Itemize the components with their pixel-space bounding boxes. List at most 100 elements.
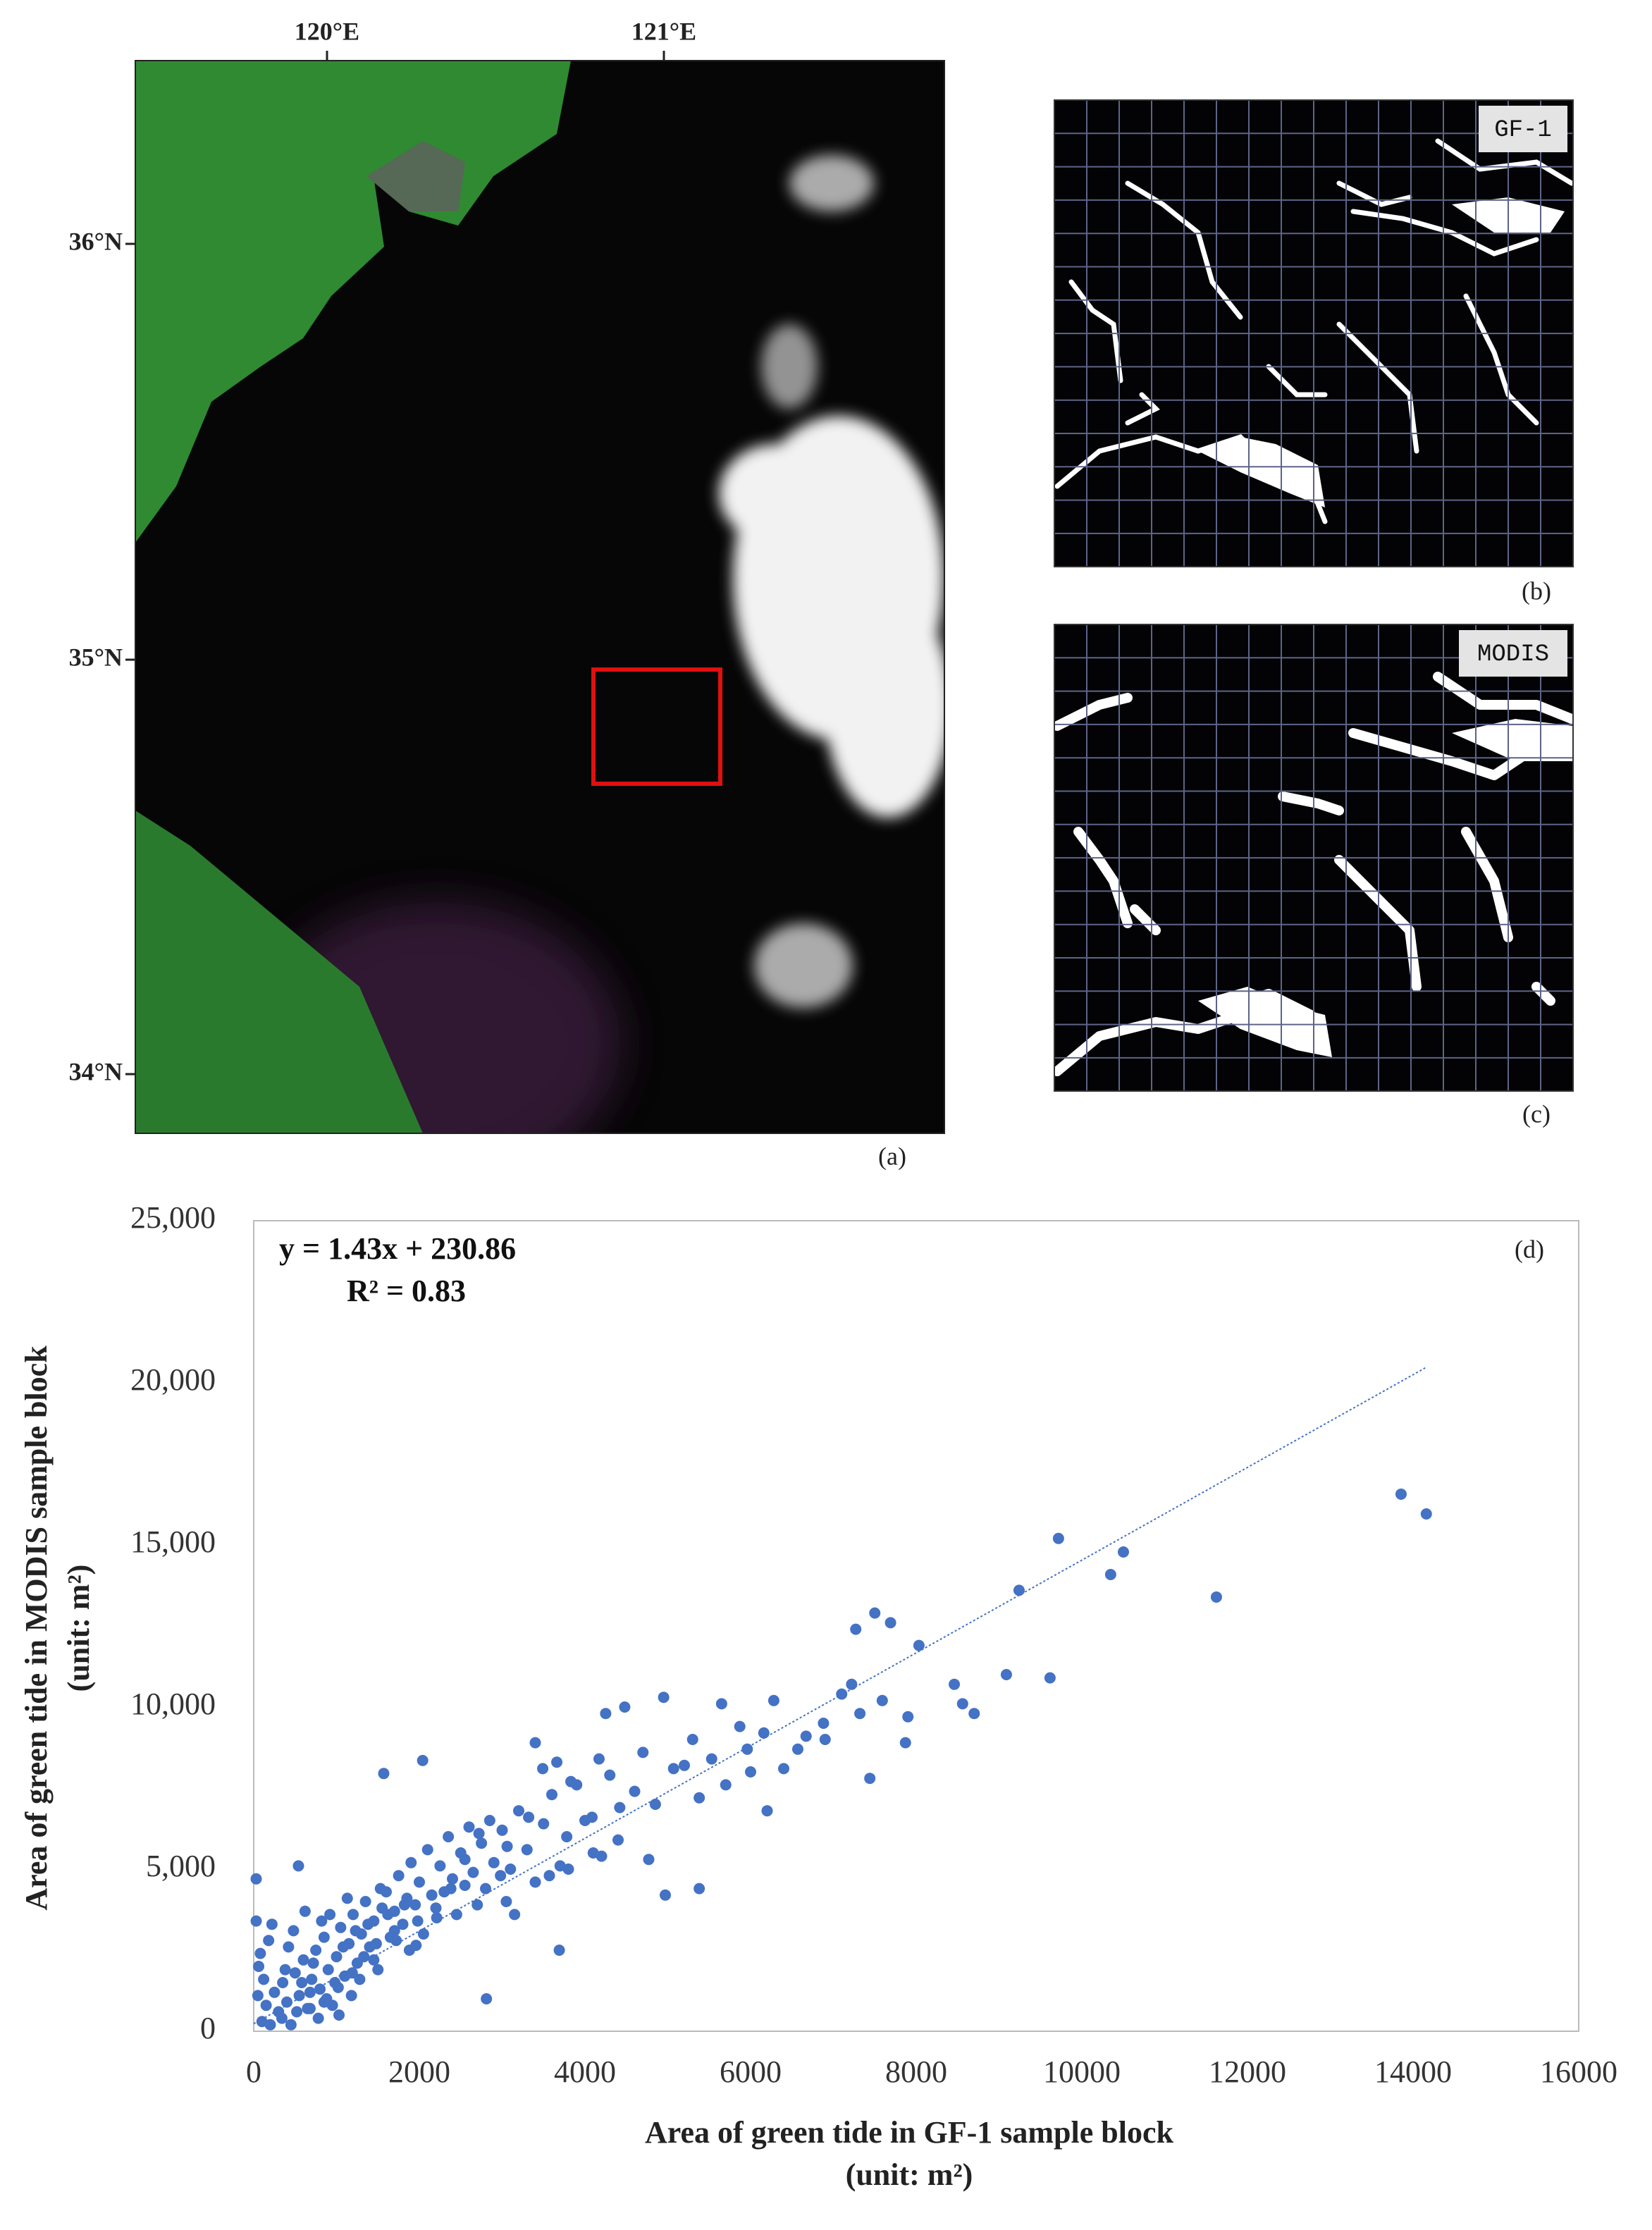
point (289, 1967, 301, 1979)
point (337, 1941, 349, 1953)
point (293, 1990, 305, 2002)
point (347, 1909, 359, 1921)
point (1117, 1546, 1129, 1558)
point (1052, 1532, 1064, 1544)
point (476, 1837, 488, 1849)
map-y-tick: 34°N (69, 1057, 123, 1085)
point (537, 1763, 549, 1775)
x-tick-label: 14000 (1374, 2055, 1452, 2089)
point (500, 1896, 512, 1907)
point (378, 1768, 390, 1780)
point (501, 1840, 513, 1852)
point (438, 1886, 450, 1898)
point (876, 1694, 888, 1706)
point (312, 2012, 324, 2024)
point (279, 1964, 291, 1976)
point (538, 1818, 550, 1830)
tag-box (1459, 630, 1567, 677)
point (686, 1734, 698, 1745)
point (382, 1909, 394, 1921)
point (447, 1873, 458, 1885)
point (405, 1856, 417, 1868)
point (734, 1720, 746, 1732)
point (884, 1617, 896, 1629)
point (509, 1909, 521, 1921)
point (529, 1737, 541, 1749)
map-frame (135, 60, 945, 1134)
point (758, 1727, 770, 1739)
panel-frame (1054, 624, 1574, 1092)
point (745, 1766, 756, 1778)
x-tick-label: 6000 (720, 2055, 782, 2089)
point (318, 1931, 330, 1943)
point (285, 2019, 297, 2031)
map-x-tick: 121°E (631, 17, 696, 45)
point (480, 1883, 491, 1895)
point (421, 1844, 433, 1856)
point (619, 1701, 631, 1713)
point (869, 1607, 881, 1619)
point (358, 1951, 370, 1963)
point (397, 1918, 409, 1930)
point (658, 1692, 670, 1704)
point (253, 1961, 265, 1972)
panel-label: (a) (878, 1142, 906, 1170)
y-axis-title: (unit: m²) (61, 1565, 96, 1692)
panel-label: (c) (1522, 1099, 1551, 1128)
x-tick-label: 0 (246, 2055, 261, 2089)
panel-label: (b) (1522, 577, 1551, 605)
point (1420, 1508, 1432, 1520)
point (968, 1708, 980, 1720)
point (481, 1993, 493, 2004)
point (434, 1860, 446, 1872)
point (495, 1870, 507, 1882)
point (561, 1831, 573, 1842)
point (791, 1743, 803, 1755)
y-tick-label: 15,000 (130, 1524, 216, 1559)
map-y-tick: 36°N (69, 227, 123, 255)
point (417, 1754, 429, 1766)
point (324, 1909, 336, 1921)
point (854, 1708, 866, 1720)
point (354, 1973, 366, 1985)
point (339, 1970, 351, 1982)
point (263, 1935, 275, 1947)
point (269, 1986, 281, 1998)
point (949, 1678, 961, 1690)
point (390, 1935, 402, 1947)
point (393, 1870, 405, 1882)
point (553, 1945, 565, 1956)
satellite-map (135, 61, 944, 1133)
point (543, 1870, 555, 1882)
point (579, 1815, 591, 1826)
point (694, 1883, 705, 1895)
point (350, 1925, 362, 1937)
point (778, 1763, 789, 1775)
point (322, 1964, 334, 1976)
point (546, 1789, 557, 1801)
point (1395, 1488, 1407, 1500)
point (659, 1889, 671, 1901)
point (412, 1915, 424, 1927)
x-axis-title: (unit: m²) (846, 2157, 973, 2192)
point (297, 1954, 309, 1966)
point (551, 1756, 563, 1768)
x-tick-label: 4000 (554, 2055, 616, 2089)
point (430, 1902, 442, 1914)
tag-box (1479, 106, 1567, 152)
point (571, 1779, 583, 1791)
point (426, 1889, 438, 1901)
x-tick-label: 8000 (885, 2055, 947, 2089)
r-squared: R² = 0.83 (347, 1274, 466, 1308)
point (264, 2019, 276, 2031)
point (321, 1993, 333, 2004)
point (819, 1734, 831, 1745)
point (818, 1718, 830, 1729)
point (306, 1973, 318, 1985)
point (604, 1769, 616, 1781)
point (266, 1918, 278, 1930)
point (473, 1828, 485, 1840)
map-x-tick: 120°E (295, 17, 359, 45)
point (368, 1954, 380, 1966)
